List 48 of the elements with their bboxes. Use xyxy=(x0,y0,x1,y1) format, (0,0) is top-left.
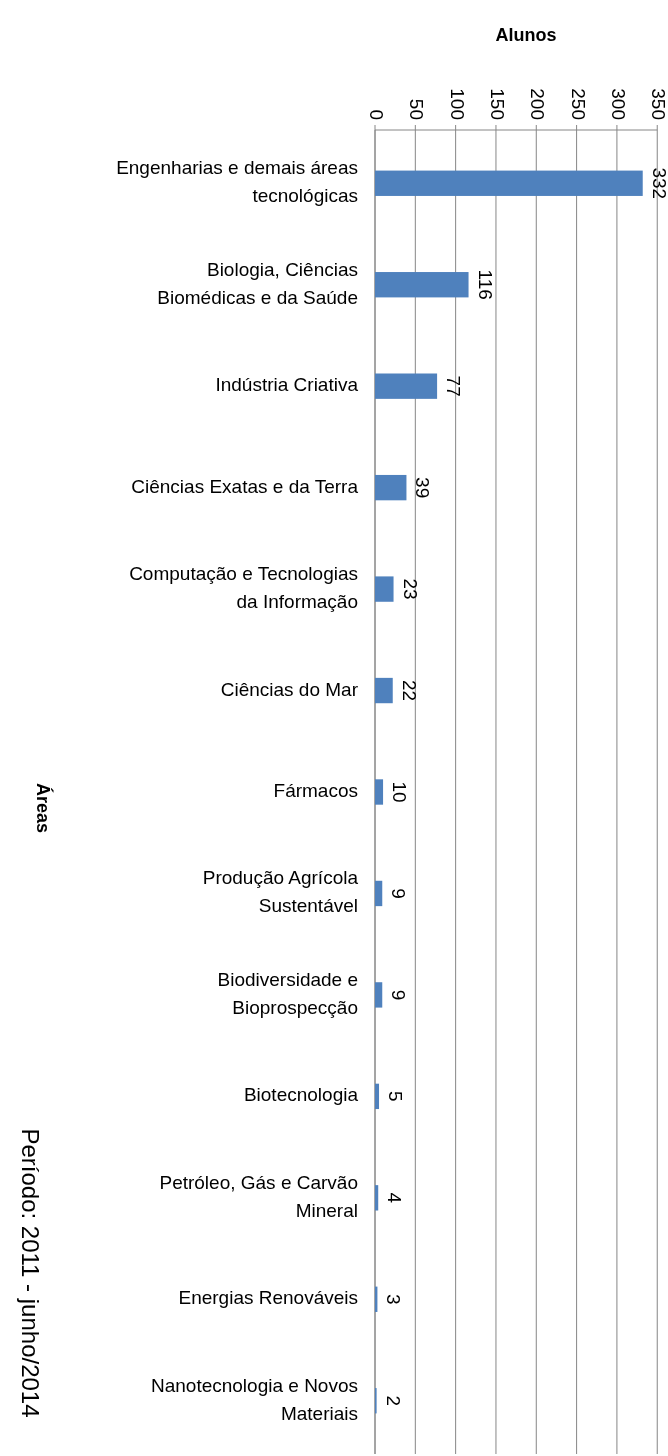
bar xyxy=(375,779,384,805)
x-tick-label: 300 xyxy=(607,88,629,120)
data-label: 22 xyxy=(398,679,420,702)
y-tick-label: Biologia, Ciências Biomédicas e da Saúde xyxy=(157,258,358,308)
y-tick-label: Engenharias e demais áreas tecnológicas xyxy=(116,157,358,207)
bar xyxy=(375,272,469,298)
x-tick-label: 0 xyxy=(365,109,387,120)
x-tick-label: 150 xyxy=(486,88,508,120)
y-tick-label: Biodiversidade e Bioprospecção xyxy=(217,968,358,1018)
data-label: 9 xyxy=(388,989,410,1001)
data-label: 2 xyxy=(382,1395,404,1407)
y-tick-label: Nanotecnologia e Novos Materiais xyxy=(150,1374,358,1424)
x-tick-label: 50 xyxy=(406,98,428,120)
data-label: 3 xyxy=(383,1293,405,1305)
y-tick-label: Indústria Criativa xyxy=(215,374,359,396)
x-tick-label: 250 xyxy=(567,88,589,120)
data-label: 332 xyxy=(648,167,668,200)
y-tick-label: Fármacos xyxy=(273,780,358,802)
x-tick-label: 100 xyxy=(446,88,468,120)
data-label: 23 xyxy=(399,578,421,600)
y-axis-title: Áreas xyxy=(33,782,55,834)
data-label: 39 xyxy=(412,477,434,499)
y-tick-label: Biotecnologia xyxy=(243,1084,359,1106)
data-label: 10 xyxy=(389,781,411,803)
data-label: 9 xyxy=(388,888,410,899)
text: Período: 2011 - junho/2014 xyxy=(16,1128,44,1418)
data-label: 116 xyxy=(474,269,496,300)
bar xyxy=(375,170,643,196)
bar xyxy=(375,982,383,1008)
data-label: 77 xyxy=(443,375,465,397)
data-label: 5 xyxy=(385,1091,407,1102)
y-tick-label: Produção Agrícola Sustentável xyxy=(202,867,359,917)
bar xyxy=(375,880,383,907)
bar xyxy=(375,373,438,399)
x-axis-title: Alunos xyxy=(495,25,557,45)
bar xyxy=(375,1083,380,1110)
bar xyxy=(375,474,407,501)
x-tick-label: 200 xyxy=(527,88,549,120)
y-tick-label: Ciências Exatas e da Terra xyxy=(131,475,359,497)
y-tick-label: Energias Renováveis xyxy=(178,1287,358,1309)
y-tick-label: Petróleo, Gás e Carvão Mineral xyxy=(159,1171,358,1221)
x-tick-label: 350 xyxy=(648,88,668,120)
bar xyxy=(375,576,394,602)
data-label: 4 xyxy=(384,1192,406,1204)
y-tick-label: Computação e Tecnologias da Informação xyxy=(129,563,358,613)
bar xyxy=(375,1185,379,1211)
y-tick-label: Ciências do Mar xyxy=(220,678,359,700)
bar xyxy=(375,677,393,704)
